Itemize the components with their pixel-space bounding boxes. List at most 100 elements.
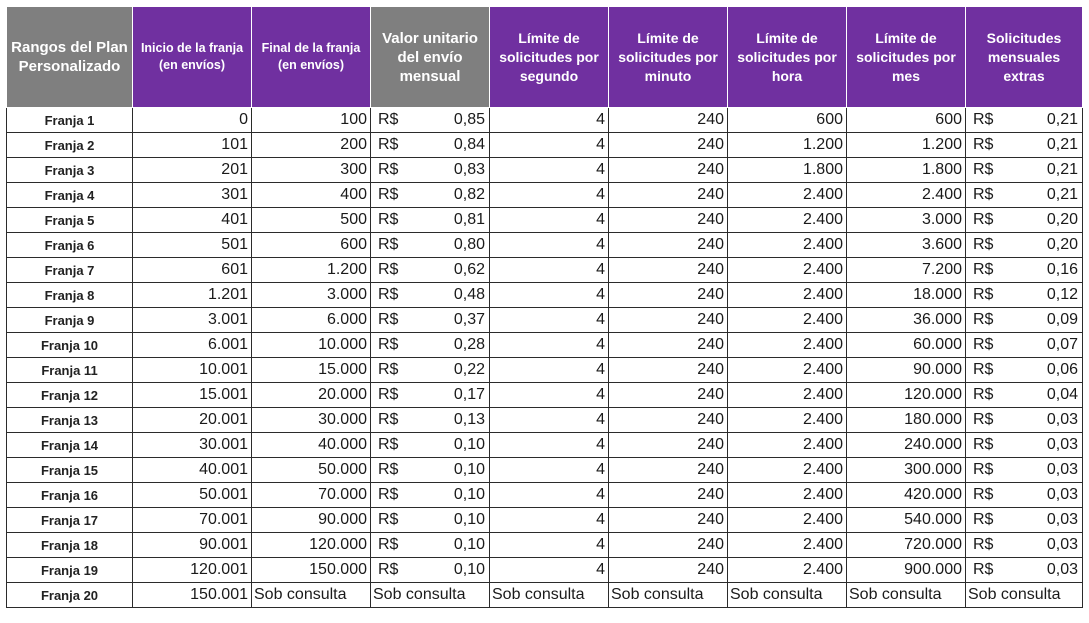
cell-valor-unitario: R$ 0,10 (370, 532, 490, 558)
cell-limite-hora: 2.400 (727, 307, 847, 333)
cell-limite-mes: 7.200 (846, 257, 966, 283)
cell-valor-unitario: R$ 0,81 (370, 207, 490, 233)
currency-symbol: R$ (973, 286, 994, 303)
pricing-table: Rangos del Plan Personalizado Inicio de … (6, 6, 1083, 608)
currency-amount: 0,03 (1046, 511, 1078, 528)
currency-symbol: R$ (378, 436, 399, 453)
cell-limite-hora: 2.400 (727, 557, 847, 583)
currency-symbol: R$ (973, 336, 994, 353)
currency-amount: 0,03 (1046, 411, 1078, 428)
table-row: Franja 9 3.001 6.000 R$ 0,37 4 240 2.400 36.000 R… (6, 307, 1083, 333)
header-limite-minuto: Límite de solicitudes por minuto (608, 6, 728, 108)
cell-solicitudes-extras: R$ 0,16 (965, 257, 1083, 283)
currency-amount: 0,22 (453, 361, 485, 378)
cell-rango: Franja 14 (6, 432, 133, 458)
currency-amount: 0,13 (453, 411, 485, 428)
cell-limite-mes: 2.400 (846, 182, 966, 208)
table-body: Franja 1 0 100 R$ 0,85 4 240 600 600 R$ 0,21 Franja… (6, 107, 1083, 608)
cell-limite-segundo: 4 (489, 507, 609, 533)
table-row: Franja 16 50.001 70.000 R$ 0,10 4 240 2.400 420.… (6, 482, 1083, 508)
cell-limite-segundo: 4 (489, 357, 609, 383)
cell-inicio: 120.001 (132, 557, 252, 583)
cell-limite-segundo: 4 (489, 232, 609, 258)
cell-limite-segundo: 4 (489, 307, 609, 333)
currency-amount: 0,07 (1046, 336, 1078, 353)
cell-limite-segundo: Sob consulta (489, 582, 609, 608)
cell-solicitudes-extras: R$ 0,03 (965, 557, 1083, 583)
cell-valor-unitario: R$ 0,84 (370, 132, 490, 158)
cell-limite-hora: 2.400 (727, 257, 847, 283)
cell-limite-hora: 2.400 (727, 182, 847, 208)
cell-rango: Franja 18 (6, 532, 133, 558)
currency-symbol: R$ (973, 211, 994, 228)
cell-final: 20.000 (251, 382, 371, 408)
cell-rango: Franja 11 (6, 357, 133, 383)
currency-amount: 0,10 (453, 536, 485, 553)
cell-limite-mes: 300.000 (846, 457, 966, 483)
table-row: Franja 11 10.001 15.000 R$ 0,22 4 240 2.400 90.0… (6, 357, 1083, 383)
cell-limite-hora: 2.400 (727, 482, 847, 508)
currency-amount: 0,03 (1046, 461, 1078, 478)
header-row: Rangos del Plan Personalizado Inicio de … (6, 6, 1083, 108)
currency-symbol: R$ (378, 311, 399, 328)
currency-symbol: R$ (378, 211, 399, 228)
cell-rango: Franja 20 (6, 582, 133, 608)
currency-symbol: R$ (973, 536, 994, 553)
cell-limite-minuto: 240 (608, 307, 728, 333)
cell-limite-minuto: 240 (608, 382, 728, 408)
cell-solicitudes-extras: R$ 0,03 (965, 532, 1083, 558)
currency-amount: 0,62 (453, 261, 485, 278)
cell-solicitudes-extras: Sob consulta (965, 582, 1083, 608)
header-limite-hora: Límite de solicitudes por hora (727, 6, 847, 108)
cell-limite-minuto: 240 (608, 132, 728, 158)
currency-amount: 0,81 (453, 211, 485, 228)
table-row: Franja 14 30.001 40.000 R$ 0,10 4 240 2.400 240.… (6, 432, 1083, 458)
cell-rango: Franja 13 (6, 407, 133, 433)
currency-amount: 0,17 (453, 386, 485, 403)
cell-valor-unitario: R$ 0,10 (370, 457, 490, 483)
cell-limite-segundo: 4 (489, 332, 609, 358)
cell-inicio: 601 (132, 257, 252, 283)
cell-valor-unitario: R$ 0,17 (370, 382, 490, 408)
currency-symbol: R$ (378, 136, 399, 153)
cell-limite-segundo: 4 (489, 157, 609, 183)
cell-limite-hora: 2.400 (727, 457, 847, 483)
cell-limite-segundo: 4 (489, 132, 609, 158)
cell-valor-unitario: R$ 0,28 (370, 332, 490, 358)
cell-limite-mes: 60.000 (846, 332, 966, 358)
table-row: Franja 5 401 500 R$ 0,81 4 240 2.400 3.000 R$ 0,20 (6, 207, 1083, 233)
table-row: Franja 6 501 600 R$ 0,80 4 240 2.400 3.600 R$ 0,20 (6, 232, 1083, 258)
cell-final: 100 (251, 107, 371, 133)
currency-symbol: R$ (973, 236, 994, 253)
cell-limite-minuto: Sob consulta (608, 582, 728, 608)
currency-amount: 0,12 (1046, 286, 1078, 303)
cell-limite-segundo: 4 (489, 432, 609, 458)
header-limite-segundo: Límite de solicitudes por segundo (489, 6, 609, 108)
cell-solicitudes-extras: R$ 0,07 (965, 332, 1083, 358)
currency-amount: 0,16 (1046, 261, 1078, 278)
cell-valor-unitario: R$ 0,22 (370, 357, 490, 383)
cell-limite-segundo: 4 (489, 482, 609, 508)
cell-final: 10.000 (251, 332, 371, 358)
cell-inicio: 40.001 (132, 457, 252, 483)
cell-limite-mes: 3.600 (846, 232, 966, 258)
currency-symbol: R$ (378, 386, 399, 403)
currency-symbol: R$ (378, 261, 399, 278)
currency-amount: 0,80 (453, 236, 485, 253)
cell-limite-segundo: 4 (489, 382, 609, 408)
currency-amount: 0,20 (1046, 211, 1078, 228)
cell-solicitudes-extras: R$ 0,21 (965, 107, 1083, 133)
cell-limite-mes: 18.000 (846, 282, 966, 308)
currency-amount: 0,20 (1046, 236, 1078, 253)
cell-limite-minuto: 240 (608, 232, 728, 258)
cell-limite-mes: 1.200 (846, 132, 966, 158)
currency-symbol: R$ (378, 111, 399, 128)
currency-symbol: R$ (973, 411, 994, 428)
currency-amount: 0,10 (453, 486, 485, 503)
cell-inicio: 90.001 (132, 532, 252, 558)
currency-amount: 0,04 (1046, 386, 1078, 403)
cell-limite-minuto: 240 (608, 482, 728, 508)
cell-limite-hora: 2.400 (727, 407, 847, 433)
cell-rango: Franja 6 (6, 232, 133, 258)
cell-limite-hora: 2.400 (727, 282, 847, 308)
